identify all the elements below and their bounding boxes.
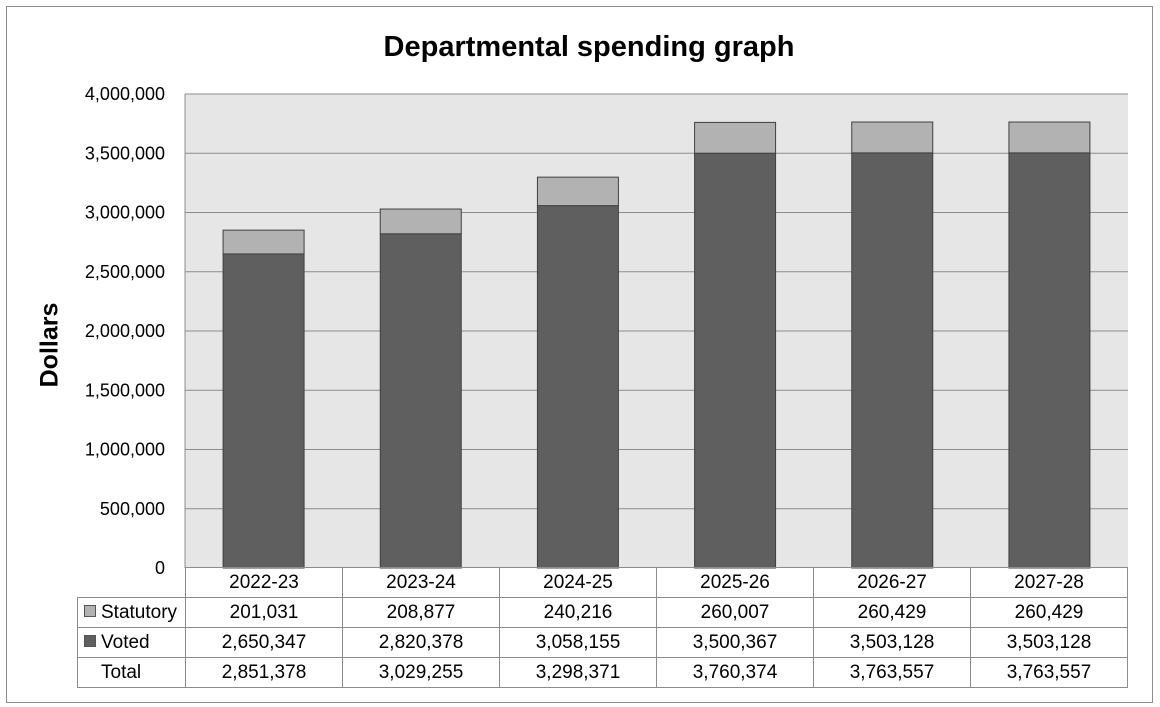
legend-entry-voted: Voted [77,627,186,658]
y-tick-label: 500,000 [100,499,165,519]
table-row-statutory: Statutory 201,031 208,877 240,216 260,00… [77,597,1128,628]
bar-voted [536,205,619,569]
category-label: 2026-27 [813,567,971,598]
data-label-total: 3,763,557 [970,657,1128,688]
bar-statutory [222,229,305,255]
category-label: 2027-28 [970,567,1128,598]
legend-entry-total: Total [77,657,186,688]
category-label: 2023-24 [342,567,500,598]
data-label-statutory: 201,031 [185,597,343,628]
category-label: 2025-26 [656,567,814,598]
bar-statutory [379,208,462,235]
legend-entry-statutory: Statutory [77,597,186,628]
data-label-total: 2,851,378 [185,657,343,688]
data-label-voted: 3,503,128 [970,627,1128,658]
y-tick-label: 4,000,000 [85,84,165,104]
data-label-voted: 3,503,128 [813,627,971,658]
bar-statutory [1008,121,1091,154]
data-table: 2022-23 2023-24 2024-25 2025-26 2026-27 … [77,567,1128,688]
category-label: 2022-23 [185,567,343,598]
data-label-voted: 3,058,155 [499,627,657,658]
data-label-statutory: 208,877 [342,597,500,628]
table-row-voted: Voted 2,650,347 2,820,378 3,058,155 3,50… [77,627,1128,658]
table-corner-cell [77,567,186,598]
bar-statutory [694,121,777,154]
legend-label-statutory: Statutory [101,601,178,623]
data-label-voted: 3,500,367 [656,627,814,658]
y-tick-label: 3,500,000 [85,143,165,163]
data-label-statutory: 240,216 [499,597,657,628]
legend-label-total: Total [101,661,142,683]
y-tick-label: 2,000,000 [85,321,165,341]
bar-voted [222,253,305,569]
data-label-total: 3,763,557 [813,657,971,688]
y-tick-label: 3,000,000 [85,203,165,223]
data-label-total: 3,760,374 [656,657,814,688]
data-label-statutory: 260,007 [656,597,814,628]
bar-statutory [851,121,934,154]
data-label-total: 3,029,255 [342,657,500,688]
table-header-row: 2022-23 2023-24 2024-25 2025-26 2026-27 … [77,567,1128,598]
y-tick-label: 2,500,000 [85,262,165,282]
table-row-total: Total 2,851,378 3,029,255 3,298,371 3,76… [77,657,1128,688]
statutory-swatch-icon [84,605,96,618]
y-tick-label: 1,000,000 [85,440,165,460]
data-label-total: 3,298,371 [499,657,657,688]
legend-label-voted: Voted [101,631,150,653]
data-label-statutory: 260,429 [970,597,1128,628]
category-label: 2024-25 [499,567,657,598]
bar-voted [379,233,462,569]
bar-voted [1008,152,1091,569]
y-tick-label: 1,500,000 [85,380,165,400]
bar-voted [694,152,777,569]
bar-statutory [536,176,619,207]
bar-voted [851,152,934,569]
chart-title: Departmental spending graph [383,31,795,63]
data-label-voted: 2,650,347 [185,627,343,658]
data-label-statutory: 260,429 [813,597,971,628]
voted-swatch-icon [84,635,96,648]
data-label-voted: 2,820,378 [342,627,500,658]
